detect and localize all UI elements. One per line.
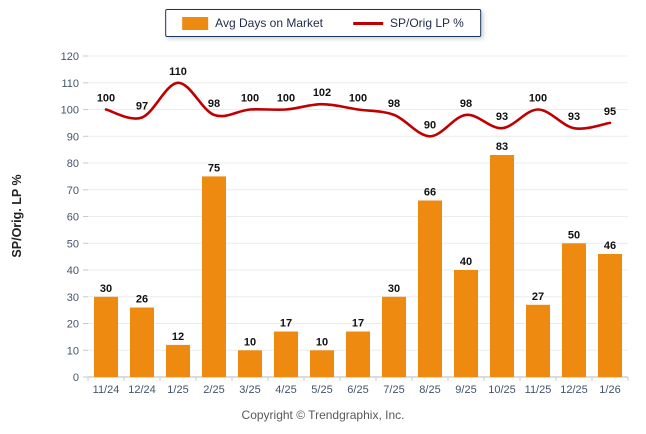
bar-value-label: 50: [568, 229, 580, 241]
bar-value-label: 46: [604, 240, 616, 252]
x-tick-label: 12/25: [560, 384, 588, 396]
line-value-label: 98: [208, 98, 220, 110]
copyright-text: Copyright © Trendgraphix, Inc.: [241, 408, 405, 422]
x-tick-label: 1/26: [599, 384, 620, 396]
x-tick-label: 6/25: [347, 384, 368, 396]
bar-value-label: 10: [244, 336, 256, 348]
bar-swatch-icon: [182, 16, 209, 30]
bar-value-label: 66: [424, 187, 436, 199]
bar: [202, 176, 226, 377]
x-tick-label: 12/24: [128, 384, 156, 396]
bar: [274, 331, 298, 377]
line-value-label: 93: [568, 111, 580, 123]
line-value-label: 100: [97, 93, 115, 105]
bar: [238, 350, 262, 377]
y-axis-title: SP/Orig. LP %: [10, 174, 24, 258]
x-tick-label: 9/25: [455, 384, 476, 396]
legend-bar-label: Avg Days on Market: [215, 16, 324, 30]
bar-value-label: 17: [352, 318, 364, 330]
line-value-label: 97: [136, 101, 148, 113]
line-value-label: 100: [241, 93, 259, 105]
x-tick-label: 1/25: [167, 384, 188, 396]
y-tick-label: 70: [67, 185, 79, 197]
bar-value-label: 75: [208, 162, 220, 174]
bar-value-label: 83: [496, 141, 508, 153]
y-tick-label: 50: [67, 238, 79, 250]
legend-item-line: SP/Orig LP %: [353, 16, 464, 30]
bar: [490, 155, 514, 377]
y-tick-label: 30: [67, 292, 79, 304]
bar: [382, 296, 406, 377]
bar-value-label: 30: [388, 283, 400, 295]
x-tick-label: 10/25: [488, 384, 516, 396]
bar: [418, 200, 442, 377]
line-value-label: 90: [424, 119, 436, 131]
bar-value-label: 26: [136, 294, 148, 306]
bar-value-label: 17: [280, 318, 292, 330]
x-tick-label: 5/25: [311, 384, 332, 396]
line-swatch-icon: [353, 21, 384, 25]
bar-value-label: 27: [532, 291, 544, 303]
line-value-label: 102: [313, 87, 331, 99]
x-tick-label: 8/25: [419, 384, 440, 396]
x-tick-label: 7/25: [383, 384, 404, 396]
trend-line: [104, 81, 612, 138]
y-tick-label: 60: [67, 212, 79, 224]
bar: [94, 296, 118, 377]
x-tick-label: 11/24: [93, 384, 120, 396]
y-tick-label: 10: [67, 345, 79, 357]
y-tick-label: 90: [67, 131, 79, 143]
bar: [562, 243, 586, 377]
line-value-label: 100: [277, 93, 295, 105]
x-tick-label: 3/25: [239, 384, 260, 396]
line-value-label: 98: [388, 98, 400, 110]
bar-value-label: 12: [172, 331, 184, 343]
y-tick-label: 110: [61, 78, 79, 90]
y-tick-label: 80: [67, 158, 79, 170]
y-tick-label: 100: [61, 105, 79, 117]
line-value-label: 93: [496, 111, 508, 123]
bar: [346, 331, 370, 377]
bar: [166, 344, 190, 377]
bar: [310, 350, 334, 377]
line-value-label: 100: [529, 93, 547, 105]
line-value-label: 100: [349, 93, 367, 105]
y-tick-label: 120: [61, 51, 79, 63]
line-value-label: 95: [604, 106, 616, 118]
x-tick-label: 2/25: [203, 384, 224, 396]
line-value-label: 98: [460, 98, 472, 110]
bar: [598, 254, 622, 377]
bar-value-label: 40: [460, 256, 472, 268]
bar: [454, 270, 478, 377]
y-tick-label: 40: [67, 265, 79, 277]
bar: [526, 304, 550, 377]
bar: [130, 307, 154, 377]
bar-value-label: 10: [316, 336, 328, 348]
legend-item-bar: Avg Days on Market: [182, 16, 323, 30]
line-value-label: 110: [169, 66, 187, 78]
x-tick-label: 11/25: [525, 384, 552, 396]
bar-value-label: 30: [100, 283, 112, 295]
legend-line-label: SP/Orig LP %: [390, 16, 464, 30]
chart-legend: Avg Days on Market SP/Orig LP %: [165, 9, 481, 37]
y-tick-label: 20: [67, 319, 79, 331]
y-tick-label: 0: [73, 372, 79, 384]
x-tick-label: 4/25: [275, 384, 296, 396]
